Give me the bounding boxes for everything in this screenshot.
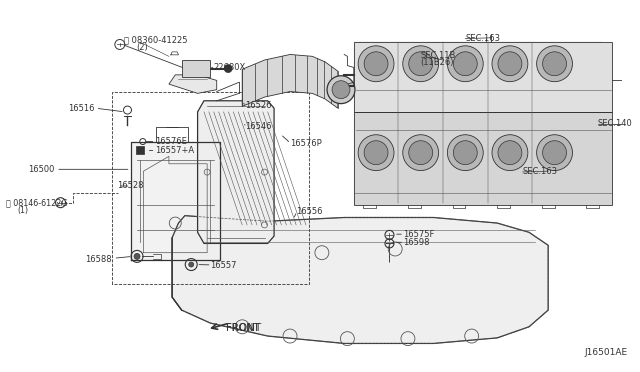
Text: 16557: 16557	[211, 261, 237, 270]
Polygon shape	[354, 42, 612, 112]
Circle shape	[409, 52, 433, 76]
Text: 16598: 16598	[403, 238, 430, 247]
Text: 16556: 16556	[296, 207, 323, 216]
Text: FRONT: FRONT	[227, 323, 262, 333]
Circle shape	[364, 141, 388, 164]
Circle shape	[536, 46, 572, 82]
Text: 16528: 16528	[116, 182, 143, 190]
Text: 16575F: 16575F	[403, 230, 435, 240]
Text: 22680X: 22680X	[214, 63, 246, 72]
Text: SEC.163: SEC.163	[465, 34, 500, 43]
Circle shape	[447, 46, 483, 82]
Polygon shape	[354, 112, 612, 205]
Text: 16526: 16526	[245, 101, 272, 110]
Circle shape	[543, 141, 566, 164]
Text: 16557+A: 16557+A	[155, 146, 194, 155]
Polygon shape	[169, 75, 217, 93]
Text: 16546: 16546	[245, 122, 272, 131]
Circle shape	[403, 46, 438, 82]
Text: 16500: 16500	[28, 165, 54, 174]
Circle shape	[134, 253, 140, 259]
Circle shape	[409, 141, 433, 164]
Circle shape	[492, 46, 528, 82]
Circle shape	[358, 135, 394, 171]
Bar	[182, 60, 211, 77]
Text: J16501AE: J16501AE	[585, 348, 628, 357]
Text: FRONT: FRONT	[227, 323, 260, 333]
Polygon shape	[198, 101, 274, 243]
Circle shape	[498, 52, 522, 76]
Polygon shape	[172, 216, 548, 343]
Text: SEC.140: SEC.140	[598, 119, 632, 128]
Circle shape	[332, 81, 350, 99]
Text: (2): (2)	[136, 43, 147, 52]
Circle shape	[189, 262, 194, 267]
Circle shape	[364, 52, 388, 76]
Text: (11B26): (11B26)	[420, 58, 454, 67]
Text: SEC.163: SEC.163	[523, 167, 557, 176]
Polygon shape	[242, 54, 338, 108]
Circle shape	[453, 52, 477, 76]
Bar	[131, 141, 220, 260]
Circle shape	[543, 52, 566, 76]
Text: (1): (1)	[18, 206, 29, 215]
Text: SEC.11B: SEC.11B	[420, 51, 456, 60]
FancyBboxPatch shape	[354, 42, 602, 205]
Circle shape	[492, 135, 528, 171]
Text: 16516: 16516	[68, 104, 94, 113]
Text: Ⓐ 08146-6122G: Ⓐ 08146-6122G	[6, 198, 68, 207]
Circle shape	[224, 65, 232, 73]
Circle shape	[453, 141, 477, 164]
Text: Ⓢ 08360-41225: Ⓢ 08360-41225	[124, 35, 188, 44]
Circle shape	[403, 135, 438, 171]
Text: 16588: 16588	[85, 255, 111, 264]
Circle shape	[447, 135, 483, 171]
Circle shape	[358, 46, 394, 82]
Circle shape	[536, 135, 572, 171]
Circle shape	[327, 76, 355, 104]
Text: 16576P: 16576P	[290, 139, 322, 148]
Circle shape	[498, 141, 522, 164]
Bar	[136, 147, 143, 154]
Text: 16576E: 16576E	[155, 137, 187, 146]
